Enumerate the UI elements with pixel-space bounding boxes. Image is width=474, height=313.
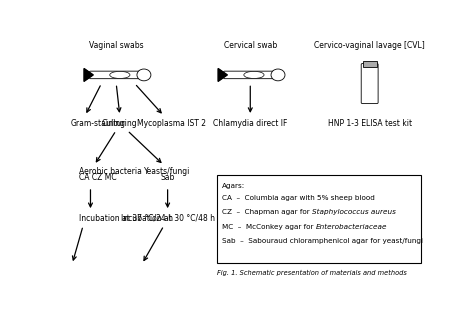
Text: MC  –  McConkey agar for: MC – McConkey agar for [222, 224, 315, 230]
Text: Cervico-vaginal lavage [CVL]: Cervico-vaginal lavage [CVL] [314, 42, 425, 50]
Text: HNP 1-3 ELISA test kit: HNP 1-3 ELISA test kit [328, 119, 412, 128]
Ellipse shape [244, 71, 264, 79]
Text: Incubation at 30 °C/48 h: Incubation at 30 °C/48 h [120, 214, 215, 223]
Ellipse shape [271, 69, 285, 81]
FancyBboxPatch shape [90, 71, 147, 79]
Text: Vaginal swabs: Vaginal swabs [89, 42, 144, 50]
Text: Mycoplasma IST 2: Mycoplasma IST 2 [137, 119, 206, 128]
Ellipse shape [110, 71, 130, 79]
Text: CZ  –  Chapman agar for: CZ – Chapman agar for [222, 209, 311, 215]
Text: Enterobacteriaceae: Enterobacteriaceae [315, 224, 387, 230]
Ellipse shape [137, 69, 151, 81]
Polygon shape [218, 69, 228, 81]
Text: Yeasts/fungi: Yeasts/fungi [145, 167, 191, 176]
FancyBboxPatch shape [224, 71, 281, 79]
Text: Gram-staining: Gram-staining [70, 119, 125, 128]
Text: Fig. 1. Schematic presentation of materials and methods: Fig. 1. Schematic presentation of materi… [217, 270, 407, 276]
Text: Cervical swab: Cervical swab [224, 42, 277, 50]
Text: Incubation at 37 °C/24 h: Incubation at 37 °C/24 h [80, 214, 173, 223]
Text: Agars:: Agars: [222, 183, 245, 189]
Polygon shape [84, 69, 93, 81]
Text: Sab  –  Sabouraud chloramphenicol agar for yeast/fungi: Sab – Sabouraud chloramphenicol agar for… [222, 238, 423, 244]
Text: Staphylococcus aureus: Staphylococcus aureus [311, 209, 395, 215]
Text: Culturing: Culturing [102, 119, 137, 128]
Text: CA CZ MC: CA CZ MC [80, 173, 117, 182]
Text: CA  –  Columbia agar with 5% sheep blood: CA – Columbia agar with 5% sheep blood [222, 195, 374, 201]
Bar [217, 175, 421, 263]
FancyBboxPatch shape [361, 64, 378, 104]
FancyBboxPatch shape [363, 61, 377, 67]
Text: Chlamydia direct IF: Chlamydia direct IF [213, 119, 287, 128]
Text: Aerobic bacteria: Aerobic bacteria [80, 167, 142, 176]
Text: Sab: Sab [160, 173, 175, 182]
